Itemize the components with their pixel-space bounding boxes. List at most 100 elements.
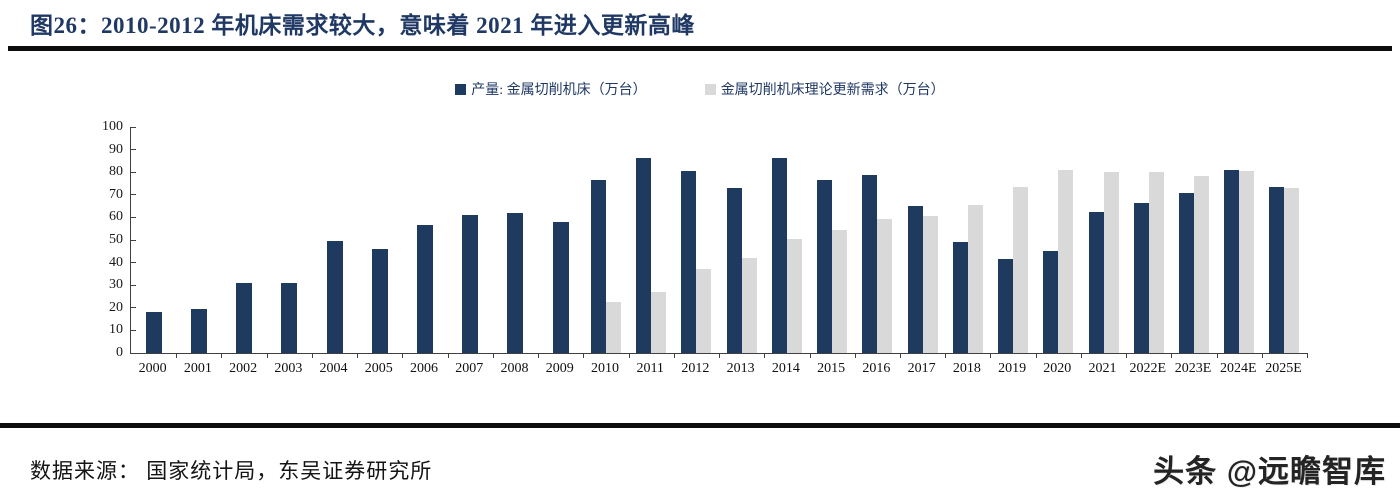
x-axis-tick-2004 <box>357 353 359 358</box>
bar-slots <box>131 127 1309 358</box>
y-axis-tick-70 <box>131 194 136 196</box>
bar-renewal-2021 <box>1103 172 1119 353</box>
bar-production-2000 <box>145 312 162 353</box>
x-axis-label-2010: 2010 <box>590 361 619 376</box>
bar-renewal-2015 <box>832 229 848 353</box>
category-slot-2010 <box>583 127 630 358</box>
legend-swatch-renewal-demand <box>704 83 716 95</box>
legend-label-production: 产量: 金属切削机床（万台） <box>471 83 647 98</box>
x-axis-tick-2011 <box>673 353 675 358</box>
bar-production-2024E <box>1224 169 1240 353</box>
bar-production-2025E <box>1269 186 1285 353</box>
x-axis-tick-2025E <box>1307 353 1309 358</box>
bar-renewal-2022E <box>1148 172 1164 353</box>
y-axis-label-50: 50 <box>109 232 123 247</box>
bar-production-2022E <box>1133 202 1149 353</box>
bar-production-2013 <box>726 188 742 353</box>
bar-production-2004 <box>326 241 343 353</box>
x-axis-tick-2010 <box>628 353 630 358</box>
y-axis-label-0: 0 <box>116 345 123 360</box>
x-axis-label-2009: 2009 <box>545 361 574 376</box>
x-axis-tick-2006 <box>447 353 449 358</box>
category-slot-2018 <box>945 127 992 358</box>
bar-renewal-2020 <box>1058 169 1074 353</box>
category-slot-2019 <box>990 127 1037 358</box>
bar-production-2005 <box>371 249 388 353</box>
bar-renewal-2010 <box>605 302 621 353</box>
x-axis-label-2014: 2014 <box>771 361 800 376</box>
y-axis-tick-20 <box>131 307 136 309</box>
bar-production-2016 <box>862 174 878 353</box>
y-axis-tick-0 <box>131 352 136 354</box>
bar-production-2003 <box>281 282 298 353</box>
category-slot-2015 <box>810 127 856 358</box>
x-axis-tick-2012 <box>719 353 721 358</box>
legend-item-renewal-demand: 金属切削机床理论更新需求（万台） <box>704 79 945 99</box>
y-axis-label-70: 70 <box>109 186 123 202</box>
footer-divider-rule <box>0 423 1400 428</box>
x-axis-tick-2007 <box>492 353 494 358</box>
category-slot-2013 <box>719 127 766 358</box>
category-slot-2020 <box>1036 127 1082 358</box>
x-axis-tick-2005 <box>402 353 404 358</box>
x-axis-label-2019: 2019 <box>998 361 1027 376</box>
category-slot-2011 <box>629 127 675 358</box>
y-axis-tick-90 <box>131 149 136 151</box>
category-slot-2003 <box>267 127 313 358</box>
y-axis-label-90: 90 <box>109 141 123 157</box>
y-axis-label-100: 100 <box>102 119 123 134</box>
y-axis-label-20: 20 <box>109 299 123 315</box>
y-axis-label-30: 30 <box>109 277 123 293</box>
x-axis-labels: 2000 2001 2002 2003 2004 2005 2006 2007 2008 2009… <box>130 361 1306 377</box>
y-axis-tick-80 <box>131 171 136 173</box>
category-slot-2023E <box>1171 127 1218 358</box>
x-axis-tick-2008 <box>538 353 540 358</box>
x-axis-tick-2018 <box>990 353 992 358</box>
category-slot-2006 <box>402 127 449 358</box>
x-axis-label-2018: 2018 <box>952 361 981 376</box>
x-axis-tick-2000 <box>176 353 178 358</box>
bar-production-2015 <box>817 180 833 353</box>
x-axis-label-2015: 2015 <box>817 361 846 376</box>
bar-production-2008 <box>507 212 524 353</box>
x-axis-tick-2003 <box>311 353 313 358</box>
x-axis-tick-2024E <box>1261 353 1263 358</box>
category-slot-2021 <box>1081 127 1128 358</box>
y-axis-label-40: 40 <box>109 254 123 270</box>
bar-production-2007 <box>462 215 479 353</box>
x-axis-tick-2016 <box>899 353 901 358</box>
category-slot-2017 <box>900 127 947 358</box>
bar-renewal-2019 <box>1013 186 1029 353</box>
bar-renewal-2013 <box>741 258 757 353</box>
category-slot-2007 <box>448 127 494 358</box>
x-axis-label-2013: 2013 <box>726 361 755 376</box>
x-axis-tick-2023E <box>1216 353 1218 358</box>
x-axis-tick-2021 <box>1126 353 1128 358</box>
y-axis-tick-10 <box>131 329 136 331</box>
x-axis-label-2022E: 2022E <box>1129 361 1167 376</box>
bar-production-2009 <box>552 221 569 353</box>
bar-production-2018 <box>952 242 968 353</box>
y-axis-tick-100 <box>131 126 136 128</box>
legend-label-renewal-demand: 金属切削机床理论更新需求（万台） <box>720 83 945 98</box>
plot-area: 0 10 20 30 40 50 60 70 80 90 100 <box>102 119 1309 360</box>
bar-production-2010 <box>590 180 606 353</box>
bar-renewal-2018 <box>967 205 983 353</box>
data-source-note: 数据来源： 国家统计局，东吴证券研究所 <box>30 459 433 483</box>
bar-renewal-2011 <box>651 292 667 353</box>
y-axis-tick-30 <box>131 284 136 286</box>
bar-production-2023E <box>1179 192 1194 353</box>
x-axis-tick-2009 <box>583 353 585 358</box>
bar-renewal-2025E <box>1284 188 1300 353</box>
x-axis-label-2000: 2000 <box>138 361 167 376</box>
x-axis-tick-2019 <box>1035 353 1037 358</box>
chart-legend: 产量: 金属切削机床（万台） 金属切削机床理论更新需求（万台） <box>0 79 1400 99</box>
x-axis-tick-2013 <box>764 353 766 358</box>
bar-renewal-2014 <box>786 238 802 353</box>
bar-production-2011 <box>636 157 652 353</box>
x-axis-label-2007: 2007 <box>455 361 484 376</box>
x-axis-label-2002: 2002 <box>229 361 258 376</box>
x-axis-label-2011: 2011 <box>636 361 664 376</box>
category-slot-2016 <box>855 127 901 358</box>
figure-title: 图26：2010-2012 年机床需求较大，意味着 2021 年进入更新高峰 <box>30 13 695 38</box>
